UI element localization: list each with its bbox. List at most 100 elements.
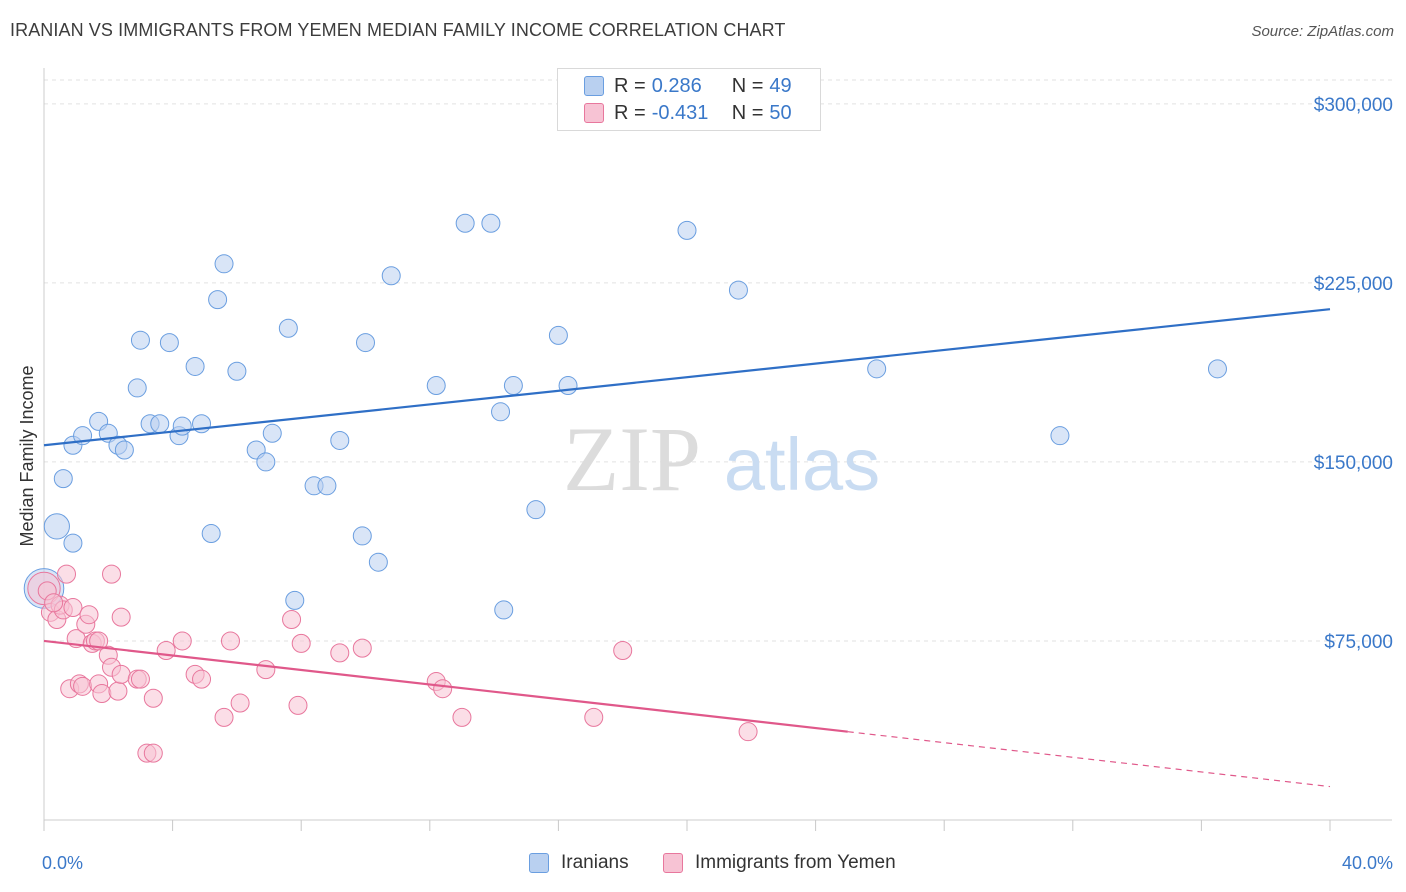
data-point-iranian	[130, 330, 150, 350]
data-point-yemen	[230, 693, 250, 713]
data-point-yemen	[79, 605, 99, 625]
legend-swatch-pink	[584, 103, 604, 123]
legend-r-label: R =	[614, 101, 646, 124]
data-point-yemen	[282, 609, 302, 629]
data-point-iranian	[172, 416, 192, 436]
data-point-iranian	[63, 533, 83, 553]
data-point-yemen	[738, 722, 758, 742]
legend-n-value: 50	[769, 101, 792, 124]
data-point-iranian	[494, 600, 514, 620]
y-tick-label: $225,000	[1314, 274, 1393, 295]
x-tick-labels: 0.0% 40.0%	[42, 853, 1393, 873]
data-point-iranian	[185, 356, 205, 376]
axes	[43, 68, 1392, 831]
trend-line-yemen	[43, 639, 848, 733]
y-tick-label: $150,000	[1314, 453, 1393, 474]
data-point-yemen	[102, 564, 122, 584]
data-point-yemen	[92, 683, 112, 703]
data-point-iranian	[330, 430, 350, 450]
data-point-yemen	[352, 638, 372, 658]
watermark-atlas: atlas	[724, 423, 880, 506]
data-point-iranian	[214, 254, 234, 274]
legend-swatch-yemen	[663, 853, 683, 873]
data-point-yemen	[192, 669, 212, 689]
data-point-iranian	[262, 423, 282, 443]
data-point-yemen	[63, 598, 83, 618]
data-point-yemen	[143, 688, 163, 708]
data-point-yemen	[291, 633, 311, 653]
x-tick-label: 0.0%	[42, 853, 83, 873]
data-point-iranian	[317, 476, 337, 496]
data-point-iranian	[381, 266, 401, 286]
legend-n-label: N =	[731, 101, 764, 124]
legend-r-value: -0.431	[651, 101, 709, 124]
data-point-yemen	[44, 593, 64, 613]
data-point-yemen	[73, 676, 93, 696]
y-tick-labels: $75,000 $150,000 $225,000 $300,000	[1314, 95, 1393, 653]
trend-lines	[43, 308, 1331, 788]
legend-item-iranians: Iranians	[529, 852, 629, 874]
data-point-yemen	[584, 707, 604, 727]
data-point-iranian	[285, 590, 305, 610]
data-point-iranian	[256, 452, 276, 472]
y-axis-label: Median Family Income	[17, 365, 37, 546]
data-point-iranian	[356, 333, 375, 353]
data-point-iranian	[227, 361, 247, 381]
x-tick-label: 40.0%	[1342, 853, 1393, 873]
data-point-iranian	[455, 213, 475, 233]
data-point-iranian	[278, 318, 298, 338]
legend-label-yemen: Immigrants from Yemen	[695, 852, 896, 873]
data-point-yemen	[452, 707, 472, 727]
data-point-iranian	[481, 213, 501, 233]
legend-r-value: 0.286	[651, 74, 702, 97]
data-point-iranian	[1050, 426, 1070, 446]
chart-title: IRANIAN VS IMMIGRANTS FROM YEMEN MEDIAN …	[10, 20, 786, 40]
watermark-zip: ZIP	[563, 408, 701, 510]
data-point-iranian	[1207, 359, 1227, 379]
data-point-iranian	[43, 513, 70, 540]
source-note: Source: ZipAtlas.com	[1251, 23, 1394, 40]
data-point-yemen	[108, 681, 128, 701]
legend-item-yemen: Immigrants from Yemen	[663, 852, 896, 874]
stats-legend: R = 0.286 N = 49 R = -0.431 N = 50	[557, 68, 821, 131]
data-point-yemen	[111, 607, 131, 627]
data-point-yemen	[256, 660, 276, 680]
data-point-iranian	[114, 440, 134, 460]
data-point-yemen	[214, 707, 234, 727]
series-yemen	[27, 564, 758, 763]
legend-swatch-iranians	[529, 853, 549, 873]
data-point-iranian	[201, 524, 221, 544]
data-point-yemen	[130, 669, 150, 689]
data-point-iranian	[503, 376, 523, 396]
grid-lines	[44, 79, 1392, 642]
legend-r-label: R =	[614, 74, 646, 97]
data-point-iranian	[159, 333, 179, 353]
legend-row-yemen: R = -0.431 N = 50	[584, 100, 792, 126]
data-point-iranian	[867, 359, 887, 379]
trend-line-iranians	[43, 308, 1331, 447]
data-point-iranian	[127, 378, 147, 398]
data-point-iranian	[491, 402, 511, 422]
data-point-iranian	[208, 290, 228, 310]
data-point-iranian	[548, 325, 568, 345]
data-point-iranian	[352, 526, 372, 546]
data-point-yemen	[156, 641, 176, 661]
data-point-yemen	[288, 695, 308, 715]
data-point-yemen	[433, 679, 453, 699]
data-point-iranian	[677, 220, 697, 240]
legend-swatch-blue	[584, 76, 604, 96]
data-point-yemen	[220, 631, 240, 651]
legend-row-iranians: R = 0.286 N = 49	[584, 73, 792, 99]
trend-line-yemen-projection	[847, 731, 1331, 788]
data-point-iranian	[150, 414, 170, 434]
y-tick-label: $300,000	[1314, 95, 1393, 116]
y-tick-label: $75,000	[1324, 632, 1393, 653]
data-point-iranian	[526, 500, 546, 520]
data-point-yemen	[143, 743, 163, 763]
data-point-yemen	[613, 641, 633, 661]
data-point-iranian	[426, 376, 446, 396]
data-point-iranian	[53, 469, 73, 489]
data-point-yemen	[57, 564, 77, 584]
watermark: ZIP atlas	[563, 408, 880, 510]
